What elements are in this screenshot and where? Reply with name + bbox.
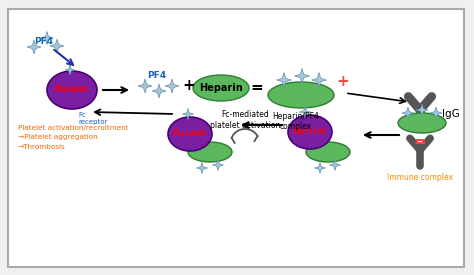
Ellipse shape bbox=[268, 82, 334, 108]
Ellipse shape bbox=[47, 71, 97, 109]
Polygon shape bbox=[329, 160, 340, 170]
Polygon shape bbox=[300, 106, 310, 117]
Text: Immune complex: Immune complex bbox=[387, 173, 453, 182]
Text: Platelet: Platelet bbox=[173, 130, 207, 139]
Polygon shape bbox=[182, 109, 193, 120]
Text: IgG: IgG bbox=[442, 109, 460, 119]
Polygon shape bbox=[50, 39, 64, 53]
Polygon shape bbox=[276, 73, 292, 87]
Text: Platelet: Platelet bbox=[55, 86, 89, 95]
Polygon shape bbox=[27, 40, 41, 54]
Text: =: = bbox=[251, 81, 264, 95]
Polygon shape bbox=[402, 107, 414, 119]
Polygon shape bbox=[315, 163, 326, 174]
Polygon shape bbox=[40, 32, 54, 45]
Text: Heparin/PF4
complex: Heparin/PF4 complex bbox=[273, 112, 319, 131]
Text: PF4: PF4 bbox=[147, 70, 166, 79]
Text: Fc-mediated
platelet activation: Fc-mediated platelet activation bbox=[210, 110, 280, 130]
Ellipse shape bbox=[288, 115, 332, 149]
Polygon shape bbox=[197, 163, 208, 174]
Polygon shape bbox=[416, 104, 428, 116]
FancyBboxPatch shape bbox=[8, 9, 464, 267]
Polygon shape bbox=[212, 160, 224, 170]
Ellipse shape bbox=[188, 142, 232, 162]
Text: PF4: PF4 bbox=[35, 37, 54, 46]
Ellipse shape bbox=[168, 117, 212, 151]
Text: +: + bbox=[182, 78, 195, 92]
Polygon shape bbox=[65, 65, 75, 75]
Text: Fᴄ
receptor: Fᴄ receptor bbox=[78, 112, 108, 125]
Polygon shape bbox=[138, 79, 152, 93]
Text: +: + bbox=[337, 75, 349, 89]
Polygon shape bbox=[430, 107, 442, 119]
Ellipse shape bbox=[193, 75, 249, 101]
Text: Heparin: Heparin bbox=[199, 83, 243, 93]
Text: Platelet: Platelet bbox=[293, 128, 327, 136]
Polygon shape bbox=[311, 73, 327, 87]
Ellipse shape bbox=[306, 142, 350, 162]
Text: =: = bbox=[414, 134, 427, 150]
Ellipse shape bbox=[398, 113, 446, 133]
Polygon shape bbox=[165, 79, 179, 93]
Polygon shape bbox=[294, 68, 310, 84]
Polygon shape bbox=[152, 84, 166, 98]
Text: Platelet activation/recruitment
→Platelet aggregation
→Thrombosis: Platelet activation/recruitment →Platele… bbox=[18, 125, 128, 150]
